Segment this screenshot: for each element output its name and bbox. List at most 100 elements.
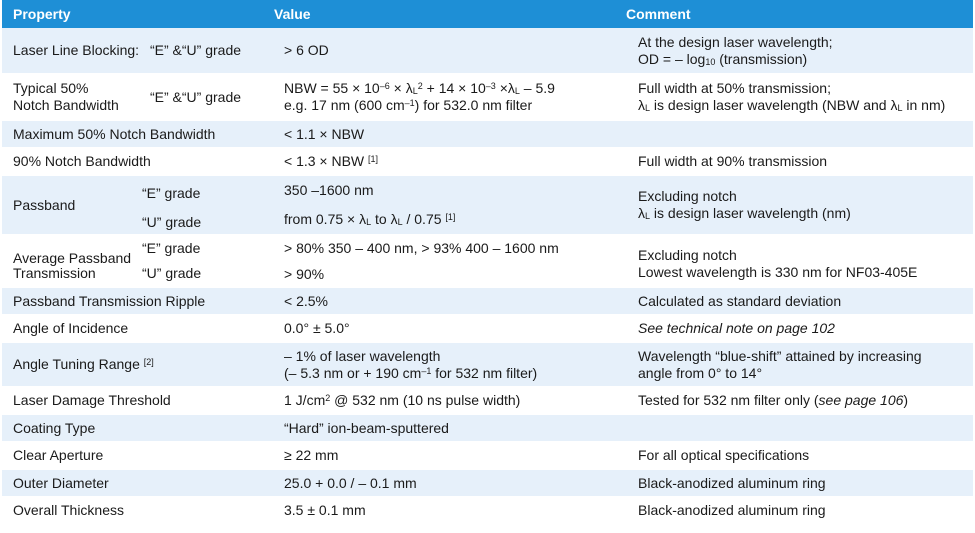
superscript: 2 xyxy=(325,393,331,403)
table-row: Passband “E” grade “U” grade 350 –1600 n… xyxy=(2,176,973,235)
comment-text: Calculated as standard deviation xyxy=(638,292,842,309)
property-label: Coating Type xyxy=(13,419,96,436)
value-text: < 2.5% xyxy=(284,292,328,309)
value-text: ) for 532.0 nm filter xyxy=(414,97,533,113)
specifications-table: Property Value Comment Laser Line Blocki… xyxy=(2,0,973,524)
table-row: 90% Notch Bandwidth < 1.3 × NBW [1] Full… xyxy=(2,148,973,176)
header-comment: Comment xyxy=(626,6,691,22)
comment-text: Black-anodized aluminum ring xyxy=(638,474,826,491)
table-row: Angle Tuning Range [2] – 1% of laser wav… xyxy=(2,343,973,387)
value-text: from 0.75 × λ xyxy=(284,211,367,227)
value-text: 1 J/cm xyxy=(284,392,326,408)
table-row: Overall Thickness 3.5 ± 0.1 mm Black-ano… xyxy=(2,497,973,524)
table-row: Typical 50% Notch Bandwidth “E” &“U” gra… xyxy=(2,74,973,121)
header-value: Value xyxy=(274,6,311,22)
comment-text: For all optical specifications xyxy=(638,447,810,463)
value-text: NBW = 55 × 10 xyxy=(284,80,380,96)
subscript: 10 xyxy=(705,56,716,67)
superscript: [1] xyxy=(368,154,379,164)
comment-text: ) xyxy=(903,392,909,408)
value-text: for 532 nm filter) xyxy=(431,364,538,381)
grade-label: “E” grade xyxy=(142,185,201,201)
comment-text: is design laser wavelength (nm) xyxy=(650,205,851,221)
grade-label: “U” grade xyxy=(142,214,202,230)
comment-text: in nm) xyxy=(902,97,946,113)
value-text: < 1.1 × NBW xyxy=(284,125,365,142)
property-label: Angle Tuning Range xyxy=(13,356,140,372)
comment-text: Tested for 532 nm filter only ( xyxy=(638,392,819,408)
subscript: L xyxy=(366,217,372,227)
property-label: Overall Thickness xyxy=(13,501,125,518)
table-row: Maximum 50% Notch Bandwidth < 1.1 × NBW xyxy=(2,121,973,148)
header-property: Property xyxy=(13,6,71,22)
comment-text: OD = – log xyxy=(638,50,706,67)
grade-label: “E” grade xyxy=(142,240,201,256)
comment-text: Black-anodized aluminum ring xyxy=(638,501,826,518)
grade-label: “E” &“U” grade xyxy=(150,88,242,105)
subscript: L xyxy=(412,86,418,96)
superscript: –3 xyxy=(485,81,496,91)
comment-text: is design laser wavelength (NBW and λ xyxy=(650,97,898,113)
value-text: > 90% xyxy=(284,265,325,282)
property-label: Transmission xyxy=(13,265,96,281)
value-text: + 14 × 10 xyxy=(422,80,486,96)
subscript: L xyxy=(645,211,651,221)
property-label: Maximum 50% Notch Bandwidth xyxy=(13,125,216,142)
value-text: < 1.3 × NBW xyxy=(284,153,365,169)
superscript: 2 xyxy=(417,81,423,91)
subscript: L xyxy=(397,217,403,227)
comment-text: λ xyxy=(638,97,645,113)
value-text: 0.0° ± 5.0° xyxy=(284,320,350,336)
comment-text: see page 106 xyxy=(818,392,904,408)
subscript: L xyxy=(897,103,903,113)
property-label: Outer Diameter xyxy=(13,474,109,491)
value-text: – 1% of laser wavelength xyxy=(284,347,441,364)
value-text: ×λ xyxy=(495,80,515,96)
value-text: @ 532 nm (10 ns pulse width) xyxy=(330,392,521,408)
table-row: Outer Diameter 25.0 + 0.0 / – 0.1 mm Bla… xyxy=(2,470,973,497)
comment-text: (transmission) xyxy=(715,50,808,67)
comment-text: Wavelength “blue-shift” attained by incr… xyxy=(638,347,922,364)
table-row: Angle of Incidence 0.0° ± 5.0° See techn… xyxy=(2,315,973,343)
value-text: ≥ 22 mm xyxy=(284,447,339,463)
table-row: Laser Line Blocking: “E” &“U” grade > 6 … xyxy=(2,28,973,74)
value-text: – 5.9 xyxy=(519,80,555,96)
property-label: Notch Bandwidth xyxy=(13,97,119,113)
comment-text: Excluding notch xyxy=(638,247,737,263)
subscript: L xyxy=(514,86,520,96)
value-text: to λ xyxy=(371,211,398,227)
value-text: > 6 OD xyxy=(284,42,329,58)
superscript: –6 xyxy=(379,81,390,91)
table-row: Average Passband Transmission “E” grade … xyxy=(2,235,973,288)
table-row: Laser Damage Threshold 1 J/cm2 @ 532 nm … xyxy=(2,387,973,415)
subscript: L xyxy=(645,103,651,113)
comment-text: Full width at 50% transmission; xyxy=(638,80,831,96)
value-text: 25.0 + 0.0 / – 0.1 mm xyxy=(284,474,417,491)
superscript: –1 xyxy=(421,365,432,376)
comment-text: Excluding notch xyxy=(638,188,737,204)
value-text: / 0.75 xyxy=(402,211,446,227)
property-label: 90% Notch Bandwidth xyxy=(13,153,151,169)
superscript: –1 xyxy=(404,98,415,108)
grade-label: “E” &“U” grade xyxy=(150,42,242,58)
property-label: Average Passband xyxy=(13,250,132,266)
property-label: Angle of Incidence xyxy=(13,320,129,336)
comment-text: At the design laser wavelength; xyxy=(638,33,833,50)
property-label: Typical 50% xyxy=(13,80,89,96)
property-label: Passband Transmission Ripple xyxy=(13,292,206,309)
property-label: Laser Line Blocking: xyxy=(13,42,140,58)
comment-text: Lowest wavelength is 330 nm for NF03-405… xyxy=(638,264,918,280)
table-row: Passband Transmission Ripple < 2.5% Calc… xyxy=(2,288,973,315)
comment-text: λ xyxy=(638,205,645,221)
value-text: × λ xyxy=(389,80,413,96)
comment-text: angle from 0° to 14° xyxy=(638,364,763,381)
table-header: Property Value Comment xyxy=(2,0,973,28)
property-label: Clear Aperture xyxy=(13,447,104,463)
value-text: e.g. 17 nm (600 cm xyxy=(284,97,405,113)
value-text: > 80% 350 – 400 nm, > 93% 400 – 1600 nm xyxy=(284,239,559,256)
value-text: (– 5.3 nm or + 190 cm xyxy=(284,364,422,381)
superscript: [1] xyxy=(445,212,456,222)
value-text: 3.5 ± 0.1 mm xyxy=(284,501,366,518)
comment-text: Full width at 90% transmission xyxy=(638,153,828,169)
table-row: Clear Aperture ≥ 22 mm For all optical s… xyxy=(2,442,973,470)
